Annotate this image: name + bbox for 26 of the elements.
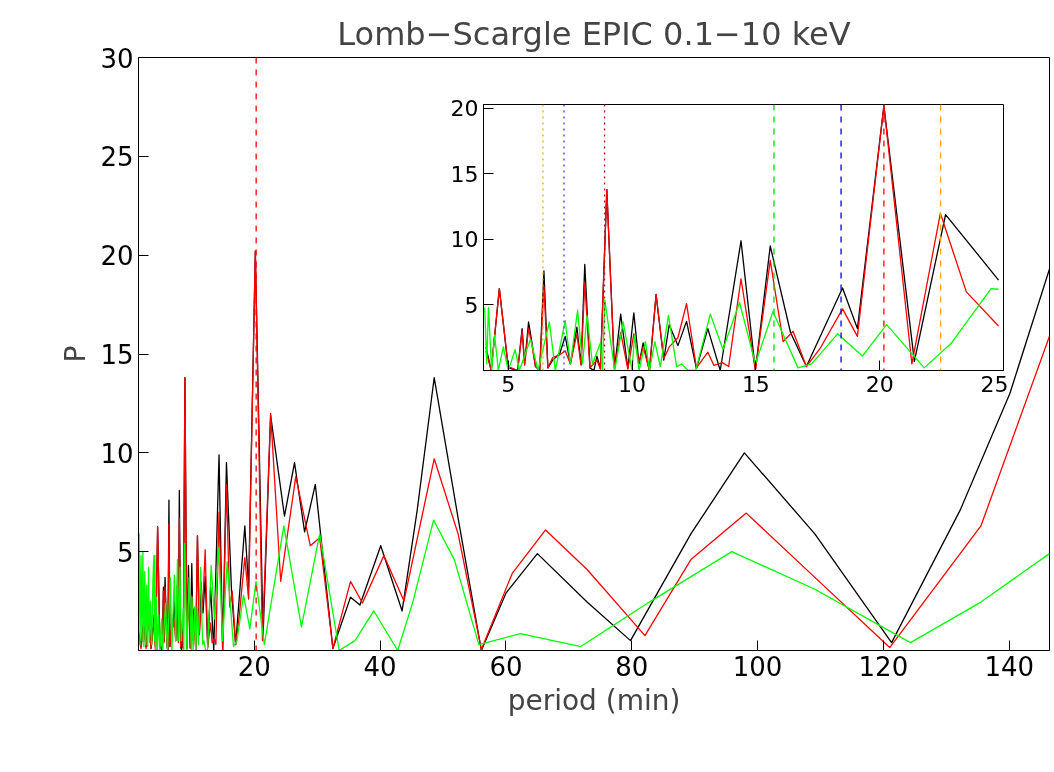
y-tick-label: 5 bbox=[464, 292, 479, 318]
x-tick-label: 140 bbox=[984, 651, 1035, 682]
x-tick-label: 120 bbox=[858, 651, 909, 682]
x-tick-label: 60 bbox=[489, 651, 523, 682]
x-tick-label: 25 bbox=[980, 371, 1009, 397]
x-tick-label: 5 bbox=[501, 371, 516, 397]
y-tick-label: 10 bbox=[100, 438, 134, 469]
x-tick-label: 10 bbox=[618, 371, 647, 397]
y-tick-label: 15 bbox=[450, 161, 479, 187]
x-tick-label: 80 bbox=[615, 651, 649, 682]
chart-title: Lomb−Scargle EPIC 0.1−10 keV bbox=[337, 14, 851, 53]
x-tick-label: 20 bbox=[865, 371, 894, 397]
line-series bbox=[484, 287, 1000, 371]
y-tick-label: 20 bbox=[100, 241, 134, 272]
y-tick-label: 25 bbox=[100, 142, 134, 173]
x-tick-label: 20 bbox=[237, 651, 271, 682]
x-tick-label: 100 bbox=[732, 651, 783, 682]
y-tick-label: 15 bbox=[100, 340, 134, 370]
y-axis-title: P bbox=[59, 345, 93, 363]
x-axis-title: period (min) bbox=[507, 683, 681, 717]
y-tick-label: 30 bbox=[100, 43, 134, 74]
x-tick-label: 40 bbox=[363, 651, 397, 682]
y-tick-label: 20 bbox=[450, 96, 479, 122]
x-tick-label: 15 bbox=[741, 371, 770, 397]
y-tick-label: 10 bbox=[450, 227, 479, 253]
y-tick-label: 5 bbox=[116, 537, 134, 568]
